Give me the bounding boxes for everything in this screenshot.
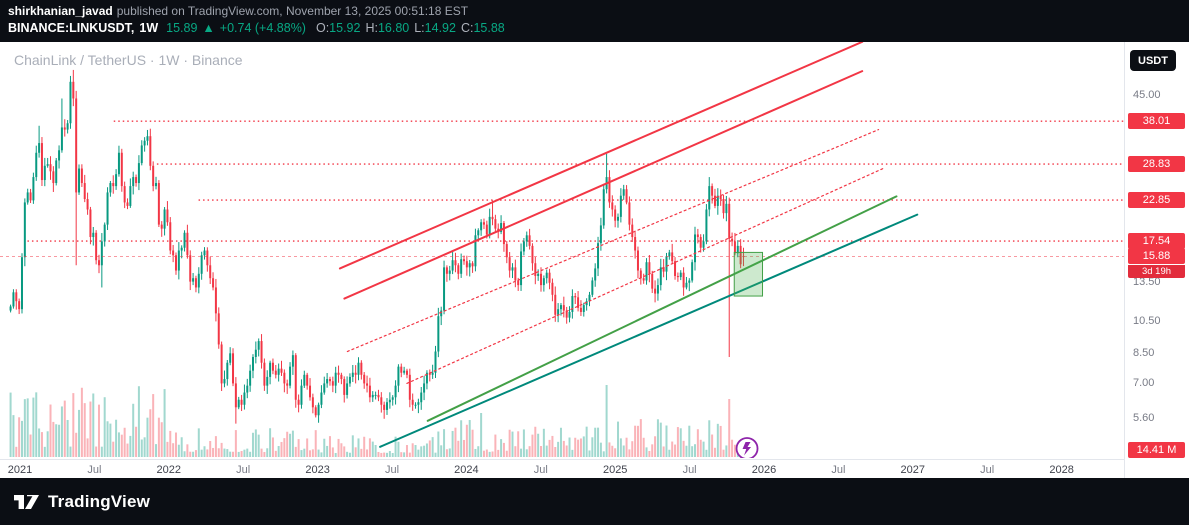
- time-axis-label[interactable]: 2022: [157, 464, 181, 476]
- volume-value-badge: 14.41 M: [1128, 442, 1185, 458]
- price-axis-tick: 8.50: [1133, 347, 1155, 360]
- open-label: O:: [315, 21, 330, 35]
- green-support-trendline[interactable]: [426, 195, 898, 422]
- time-axis-label[interactable]: 2024: [454, 464, 478, 476]
- publisher-line: shirkhanian_javad published on TradingVie…: [0, 0, 1189, 18]
- last-price: 15.89: [166, 21, 198, 35]
- red-dotted-upper-trendline[interactable]: [346, 128, 880, 353]
- price-change: +0.74 (+4.88%): [219, 21, 306, 35]
- teal-support-trendline[interactable]: [379, 213, 919, 448]
- time-axis-label[interactable]: 2023: [305, 464, 329, 476]
- chart-pane: [0, 42, 1124, 459]
- brand-name[interactable]: TradingView: [48, 491, 151, 511]
- price-axis[interactable]: USDT 45.00 13.50 10.50 8.50 7.00 5.60 38.01 28.…: [1124, 42, 1189, 478]
- red-channel-upper-trendline[interactable]: [338, 42, 864, 270]
- high-label: H:: [365, 21, 378, 35]
- lightning-marker-icon[interactable]: [735, 437, 759, 459]
- snapshot-header: shirkhanian_javad published on TradingVie…: [0, 0, 1189, 42]
- footer: TradingView: [0, 478, 1189, 525]
- price-level-badge: 38.01: [1128, 113, 1185, 130]
- chart-watermark: ChainLink / TetherUS · 1W · Binance: [14, 52, 243, 68]
- chart-canvas[interactable]: 2021 Jul 2022 Jul 2023 Jul 2024 Jul 2025 Jul 2026 J…: [0, 0, 1189, 478]
- time-axis-label[interactable]: Jul: [831, 464, 845, 476]
- time-axis-label[interactable]: Jul: [236, 464, 250, 476]
- direction-up-icon: ▲: [202, 21, 215, 35]
- red-dotted-lower-trendline[interactable]: [406, 167, 884, 385]
- published-text: published on TradingView.com, November 1…: [116, 4, 469, 18]
- time-axis-label[interactable]: Jul: [385, 464, 399, 476]
- current-price-badge: 15.88: [1128, 248, 1185, 265]
- symbol-label[interactable]: BINANCE:LINKUSDT,: [8, 21, 135, 35]
- time-axis-label[interactable]: Jul: [534, 464, 548, 476]
- time-axis-label[interactable]: 2027: [901, 464, 925, 476]
- time-axis-label[interactable]: Jul: [683, 464, 697, 476]
- price-axis-tick: 45.00: [1133, 89, 1161, 101]
- symbol-line: BINANCE:LINKUSDT, 1W 15.89 ▲ +0.74 (+4.88%) O…: [0, 18, 1189, 35]
- price-level-badge: 17.54: [1128, 233, 1185, 250]
- interval-label[interactable]: 1W: [139, 21, 159, 35]
- price-axis-tick: 5.60: [1133, 412, 1155, 424]
- time-axis-label[interactable]: 2026: [752, 464, 776, 476]
- close-value: 15.88: [473, 21, 505, 35]
- price-axis-tick: 13.50: [1133, 275, 1161, 288]
- price-axis-tick: 7.00: [1133, 377, 1155, 390]
- bar-countdown-badge: 3d 19h: [1128, 265, 1185, 279]
- tradingview-logo-icon[interactable]: [13, 492, 40, 512]
- time-axis-label[interactable]: Jul: [87, 464, 101, 476]
- publisher-username[interactable]: shirkhanian_javad: [8, 4, 113, 18]
- close-label: C:: [460, 21, 474, 35]
- low-value: 14.92: [424, 21, 456, 35]
- price-level-badge: 22.85: [1128, 192, 1185, 209]
- price-axis-tick: 10.50: [1133, 314, 1161, 327]
- high-value: 16.80: [377, 21, 410, 35]
- currency-unit-toggle[interactable]: USDT: [1130, 50, 1176, 71]
- volume-series: [9, 385, 745, 457]
- open-value: 15.92: [329, 21, 361, 35]
- candlestick-series: [9, 69, 745, 424]
- time-axis-label[interactable]: 2021: [8, 464, 32, 476]
- time-axis-label[interactable]: 2028: [1049, 464, 1073, 476]
- time-axis-label[interactable]: 2025: [603, 464, 627, 476]
- red-channel-lower-trendline[interactable]: [343, 70, 864, 300]
- price-level-badge: 28.83: [1128, 156, 1185, 172]
- time-axis-label[interactable]: Jul: [980, 464, 994, 476]
- highlight-box[interactable]: [733, 251, 764, 297]
- low-label: L:: [414, 21, 425, 35]
